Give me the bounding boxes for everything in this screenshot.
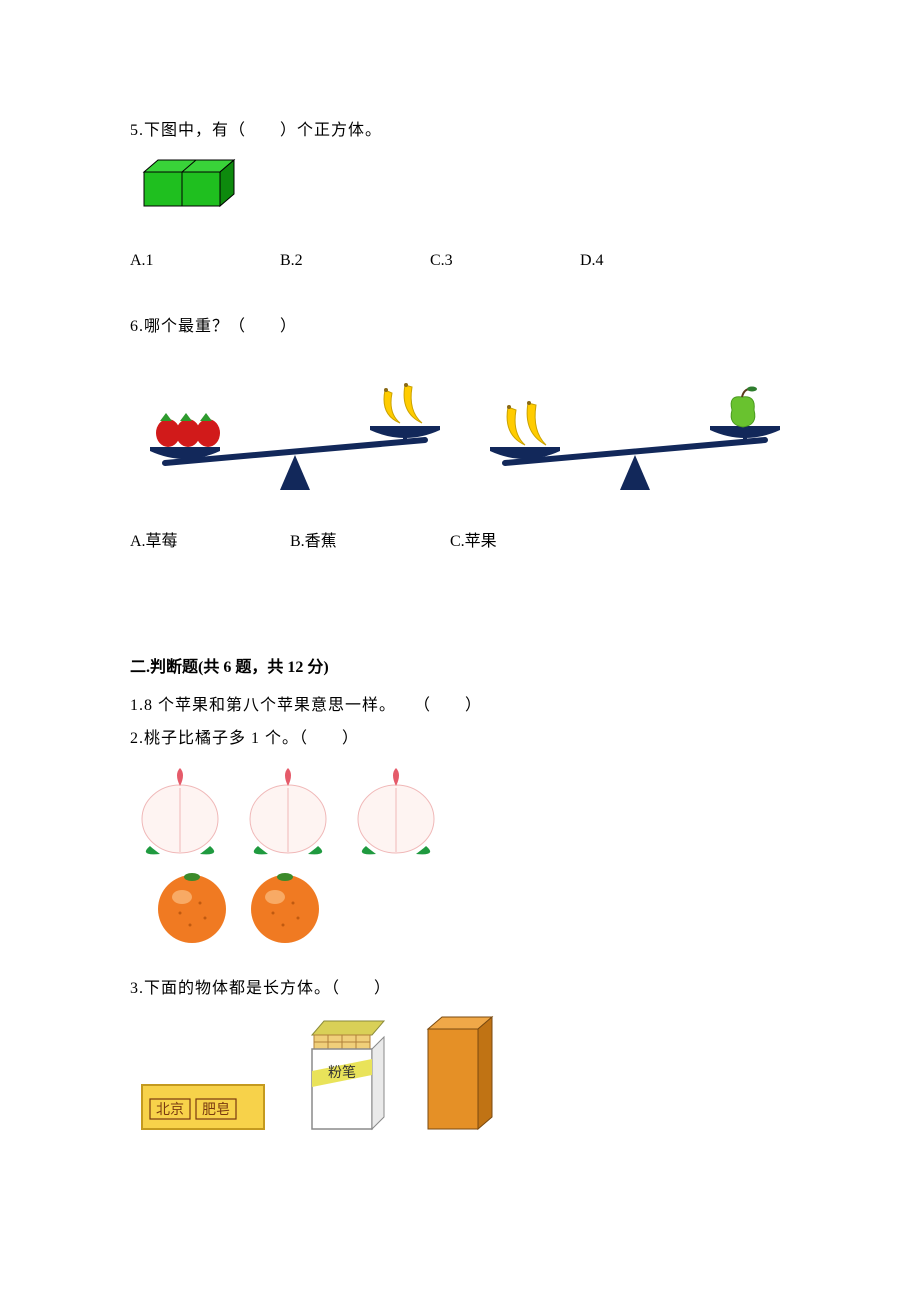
q6-choices: A.草莓 B.香蕉 C.苹果	[130, 529, 790, 555]
q6-choice-c: C.苹果	[450, 529, 610, 555]
q6-choice-b: B.香蕉	[290, 529, 450, 555]
peach-icon	[130, 764, 230, 859]
svg-text:肥皂: 肥皂	[202, 1102, 230, 1118]
balance-scale-1	[130, 355, 450, 505]
q5-text: 5.下图中，有（ ）个正方体。	[130, 118, 790, 144]
s2-q3-text: 3.下面的物体都是长方体。（ ）	[130, 976, 790, 1002]
s2-q1-text: 1.8 个苹果和第八个苹果意思一样。 （ ）	[130, 693, 790, 719]
orange-icon	[150, 863, 235, 948]
banana-icon	[404, 383, 422, 423]
s2-q3-figure: 北京 肥皂 粉笔	[140, 1015, 790, 1135]
q5-choice-a: A.1	[130, 248, 280, 274]
apple-icon	[731, 387, 757, 428]
orange-icon	[243, 863, 328, 948]
s2-q2-figure	[130, 764, 790, 948]
q5-choice-c: C.3	[430, 248, 580, 274]
cuboid-icon	[130, 158, 240, 216]
chalk-label: 粉笔	[328, 1065, 356, 1081]
svg-text:北京: 北京	[156, 1102, 184, 1118]
q5-cube-figure	[130, 158, 790, 225]
q6-choice-a: A.草莓	[130, 529, 290, 555]
q5-choice-d: D.4	[580, 248, 730, 274]
banana-icon	[507, 405, 525, 445]
q5-choice-b: B.2	[280, 248, 430, 274]
cuboid-box-icon	[422, 1015, 502, 1135]
q6-text: 6.哪个最重？（ ）	[130, 314, 790, 340]
banana-icon	[527, 401, 546, 445]
chalk-box-icon: 粉笔	[300, 1015, 392, 1135]
soap-box-icon: 北京 肥皂	[140, 1075, 270, 1135]
strawberry-icon	[196, 413, 220, 447]
peach-icon	[346, 764, 446, 859]
s2-q2-text: 2.桃子比橘子多 1 个。（ ）	[130, 726, 790, 752]
peach-icon	[238, 764, 338, 859]
page: 5.下图中，有（ ）个正方体。 A.1 B.2 C.3 D.4 6.哪个最重？（…	[0, 0, 920, 1195]
balance-scale-2	[470, 355, 790, 505]
banana-icon	[384, 388, 400, 423]
q6-balances	[130, 355, 790, 505]
q5-choices: A.1 B.2 C.3 D.4	[130, 248, 790, 274]
section2-title: 二.判断题(共 6 题，共 12 分)	[130, 655, 790, 681]
